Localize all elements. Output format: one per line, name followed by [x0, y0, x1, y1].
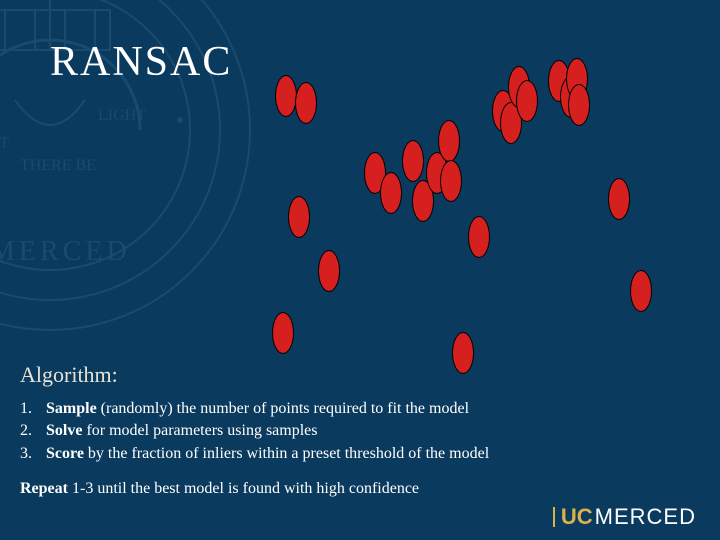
repeat-line: Repeat 1-3 until the best model is found…: [20, 480, 419, 498]
step-row: 3.Score by the fraction of inliers withi…: [20, 443, 489, 465]
scatter-dot: [275, 75, 297, 117]
scatter-dot: [318, 250, 340, 292]
algorithm-heading: Algorithm:: [20, 362, 118, 388]
seal-text-light: LIGHT: [98, 107, 146, 124]
step-rest: for model parameters using samples: [82, 422, 317, 439]
step-bold: Score: [46, 445, 84, 462]
scatter-dot: [516, 80, 538, 122]
step-rest: by the fraction of inliers within a pres…: [84, 445, 489, 462]
seal-text-there: THERE BE: [20, 157, 96, 174]
scatter-plot: [260, 40, 680, 380]
scatter-dot: [440, 160, 462, 202]
scatter-dot: [452, 332, 474, 374]
step-bold: Solve: [46, 422, 82, 439]
ucmerced-logo: UC MERCED: [553, 504, 696, 530]
seal-text-merced: MERCED: [0, 236, 131, 267]
step-text: Solve for model parameters using samples: [46, 420, 318, 442]
step-bold: Sample: [46, 400, 97, 417]
repeat-rest: 1-3 until the best model is found with h…: [68, 480, 419, 497]
scatter-dot: [272, 312, 294, 354]
seal-text-let: LET: [0, 135, 10, 152]
step-number: 2.: [20, 420, 46, 442]
scatter-dot: [402, 140, 424, 182]
step-row: 1.Sample (randomly) the number of points…: [20, 398, 489, 420]
scatter-dot: [288, 196, 310, 238]
logo-bar-icon: [553, 507, 555, 527]
scatter-dot: [380, 172, 402, 214]
scatter-dot: [468, 216, 490, 258]
scatter-dot: [630, 270, 652, 312]
step-number: 3.: [20, 443, 46, 465]
logo-uc: UC: [561, 504, 593, 530]
scatter-dot: [438, 120, 460, 162]
step-text: Score by the fraction of inliers within …: [46, 443, 489, 465]
step-number: 1.: [20, 398, 46, 420]
scatter-dot: [608, 178, 630, 220]
repeat-bold: Repeat: [20, 480, 68, 497]
step-row: 2.Solve for model parameters using sampl…: [20, 420, 489, 442]
logo-merced: MERCED: [595, 504, 696, 530]
scatter-dot: [568, 84, 590, 126]
step-rest: (randomly) the number of points required…: [97, 400, 469, 417]
scatter-dot: [295, 82, 317, 124]
step-text: Sample (randomly) the number of points r…: [46, 398, 469, 420]
algorithm-steps: 1.Sample (randomly) the number of points…: [20, 398, 489, 465]
slide-title: RANSAC: [50, 38, 232, 86]
